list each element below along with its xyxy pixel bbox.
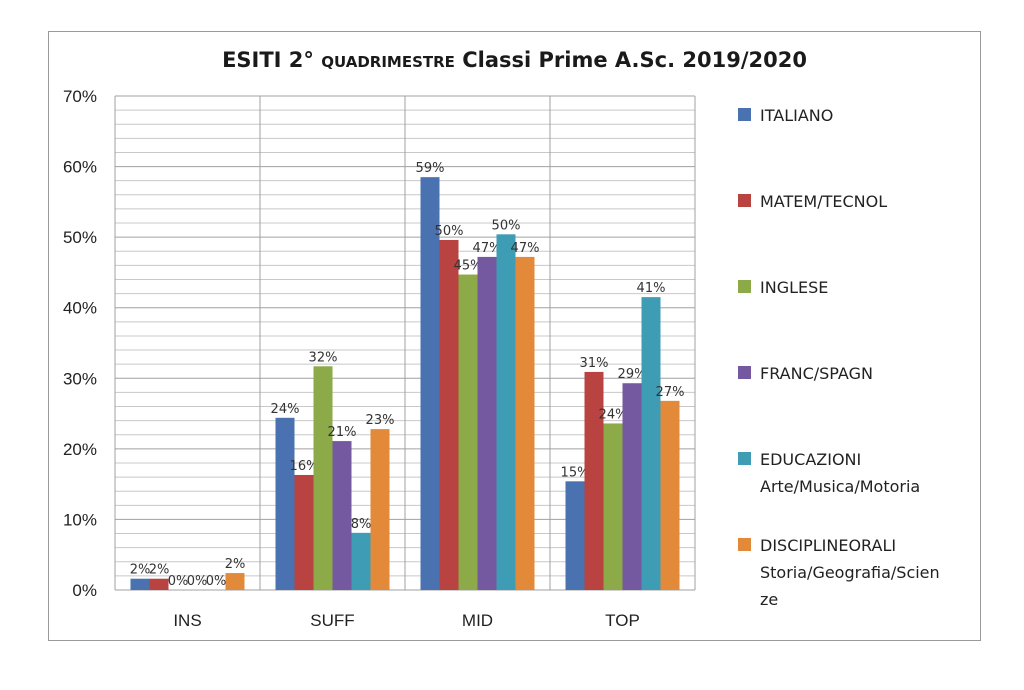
- legend-label: FRANC/SPAGN: [760, 364, 873, 383]
- legend-label-line2: Arte/Musica/Motoria: [760, 477, 920, 496]
- bar: [458, 274, 478, 590]
- y-tick-label: 20%: [63, 440, 97, 459]
- legend-swatch: [738, 280, 751, 293]
- data-label: 29%: [618, 367, 647, 382]
- bar: [332, 441, 352, 590]
- data-label: 24%: [599, 407, 628, 422]
- bar: [313, 366, 333, 590]
- data-label: 0%: [187, 574, 208, 589]
- data-label: 24%: [271, 402, 300, 417]
- legend-label-line2: Storia/Geografia/Scien: [760, 563, 940, 582]
- data-label: 23%: [366, 413, 395, 428]
- y-tick-label: 60%: [63, 158, 97, 177]
- data-label: 21%: [328, 425, 357, 440]
- legend-label: EDUCAZIONI: [760, 450, 861, 469]
- data-label: 47%: [473, 241, 502, 256]
- data-label: 47%: [511, 241, 540, 256]
- bar: [660, 400, 680, 590]
- data-label: 45%: [454, 259, 483, 274]
- legend-label: ITALIANO: [760, 106, 833, 125]
- data-label: 32%: [309, 350, 338, 365]
- bar: [294, 474, 314, 590]
- data-label: 59%: [416, 161, 445, 176]
- x-category-label: MID: [462, 611, 493, 630]
- bar: [370, 429, 390, 590]
- bar: [496, 234, 516, 590]
- y-tick-label: 30%: [63, 369, 97, 388]
- bar: [603, 423, 623, 590]
- legend-label-line3: ze: [760, 590, 778, 609]
- legend-label: DISCIPLINEORALI: [760, 536, 896, 555]
- bar: [641, 297, 661, 590]
- data-label: 31%: [580, 356, 609, 371]
- data-label: 41%: [637, 281, 666, 296]
- data-label: 16%: [290, 459, 319, 474]
- x-category-label: TOP: [605, 611, 640, 630]
- data-label: 50%: [492, 218, 521, 233]
- y-tick-label: 10%: [63, 510, 97, 529]
- data-label: 2%: [225, 557, 246, 572]
- y-tick-label: 50%: [63, 228, 97, 247]
- legend-swatch: [738, 366, 751, 379]
- data-label: 0%: [206, 574, 227, 589]
- data-label: 8%: [351, 517, 372, 532]
- y-tick-label: 0%: [72, 581, 97, 600]
- legend-swatch: [738, 452, 751, 465]
- y-tick-label: 40%: [63, 299, 97, 318]
- bar: [477, 256, 497, 590]
- legend-swatch: [738, 538, 751, 551]
- x-category-label: SUFF: [310, 611, 354, 630]
- chart-title-main: ESITI 2°: [222, 48, 314, 72]
- bar: [584, 371, 604, 590]
- data-label: 50%: [435, 224, 464, 239]
- data-label: 2%: [149, 563, 170, 578]
- bar: [515, 256, 535, 590]
- bar: [130, 578, 150, 590]
- bar: [225, 573, 245, 590]
- x-category-label: INS: [173, 611, 201, 630]
- y-tick-label: 70%: [63, 87, 97, 106]
- bar: [420, 177, 440, 590]
- chart-title-rest: Classi Prime A.Sc. 2019/2020: [462, 48, 807, 72]
- bar: [565, 481, 585, 590]
- data-label: 27%: [656, 385, 685, 400]
- data-label: 2%: [130, 563, 151, 578]
- legend-swatch: [738, 108, 751, 121]
- bar: [439, 239, 459, 591]
- bar: [149, 578, 169, 590]
- chart-title-small: QUADRIMESTRE: [321, 53, 455, 71]
- data-label: 0%: [168, 574, 189, 589]
- data-label: 15%: [561, 465, 590, 480]
- bar: [622, 383, 642, 590]
- bar: [275, 417, 295, 590]
- chart-title: ESITI 2° QUADRIMESTRE Classi Prime A.Sc.…: [49, 48, 980, 72]
- legend-label: INGLESE: [760, 278, 828, 297]
- legend-swatch: [738, 194, 751, 207]
- bar: [351, 532, 371, 590]
- legend-label: MATEM/TECNOL: [760, 192, 887, 211]
